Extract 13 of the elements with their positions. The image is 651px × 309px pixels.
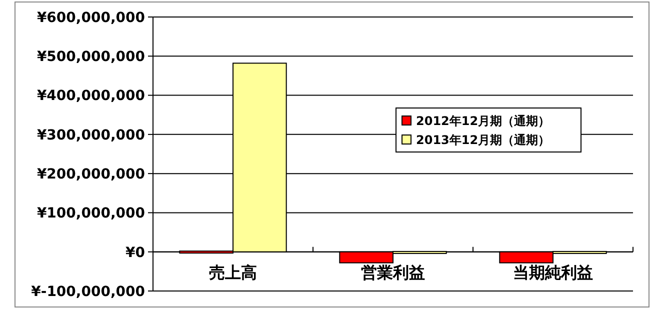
y-tick-label: ¥0	[126, 244, 146, 261]
y-tick-label: ¥400,000,000	[36, 88, 146, 104]
legend-label: 2012年12月期（通期）	[416, 114, 550, 128]
y-tick-label: ¥300,000,000	[36, 127, 146, 144]
legend-label: 2013年12月期（通期）	[416, 133, 550, 148]
y-tick-label: ¥200,000,000	[36, 166, 146, 182]
y-tick-label: ¥-100,000,000	[31, 284, 146, 300]
x-tick-label: 営業利益	[361, 262, 425, 282]
x-tick-label: 当期純利益	[513, 262, 593, 282]
x-tick-label: 売上高	[209, 262, 257, 282]
y-tick-label: ¥100,000,000	[36, 206, 146, 222]
y-tick-label: ¥600,000,000	[36, 10, 146, 26]
y-tick-label: ¥500,000,000	[36, 49, 146, 66]
